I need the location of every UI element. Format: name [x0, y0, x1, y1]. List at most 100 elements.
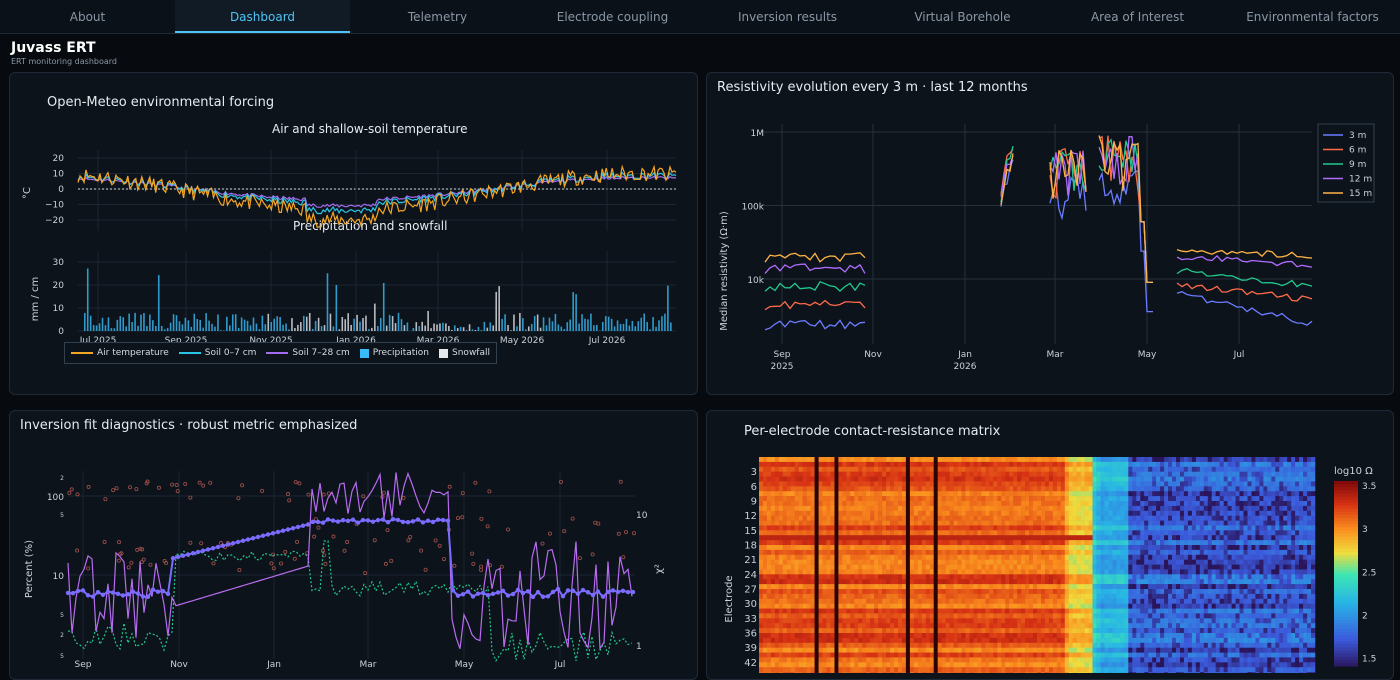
heatmap-cell	[1077, 609, 1081, 614]
tab-dashboard[interactable]: Dashboard	[175, 0, 350, 33]
heatmap-cell	[1037, 623, 1041, 628]
heatmap-cell	[1021, 618, 1025, 623]
heatmap-cell	[910, 653, 914, 658]
heatmap-cell	[1144, 486, 1148, 491]
tab-area-of-interest[interactable]: Area of Interest	[1050, 0, 1225, 33]
snowfall-bar	[540, 328, 542, 331]
heatmap-cell	[1089, 535, 1093, 540]
heatmap-cell	[771, 511, 775, 516]
heatmap-cell	[842, 609, 846, 614]
heatmap-cell	[838, 467, 842, 472]
heatmap-cell	[1013, 496, 1017, 501]
heatmap-cell	[854, 535, 858, 540]
heatmap-cell	[910, 511, 914, 516]
robust-metric-point	[466, 589, 470, 593]
heatmap-cell	[974, 623, 978, 628]
heatmap-cell	[1136, 633, 1140, 638]
heatmap-cell	[989, 496, 993, 501]
heatmap-cell	[989, 516, 993, 521]
heatmap-cell	[1029, 462, 1033, 467]
legend-soil2[interactable]: Soil 7–28 cm	[266, 348, 349, 358]
heatmap-cell	[1140, 584, 1144, 589]
heatmap-cell	[886, 643, 890, 648]
heatmap-cell	[926, 457, 930, 462]
heatmap-cell	[1033, 462, 1037, 467]
heatmap-cell	[1132, 628, 1136, 633]
heatmap-cell	[1001, 555, 1005, 560]
heatmap-cell	[1089, 486, 1093, 491]
heatmap-cell	[1017, 623, 1021, 628]
heatmap-cell	[811, 555, 815, 560]
heatmap-cell	[1029, 609, 1033, 614]
heatmap-cell	[1049, 496, 1053, 501]
robust-metric-point	[126, 592, 130, 596]
legend-precip[interactable]: Precipitation	[360, 348, 429, 358]
heatmap-cell	[1013, 589, 1017, 594]
heatmap-cell	[1128, 643, 1132, 648]
heatmap-cell	[850, 648, 854, 653]
heatmap-cell	[1113, 506, 1117, 511]
heatmap-cell	[803, 491, 807, 496]
heatmap-cell	[1057, 623, 1061, 628]
heatmap-cell	[1101, 457, 1105, 462]
tab-environmental-factors[interactable]: Environmental factors	[1225, 0, 1400, 33]
heatmap-cell	[1124, 589, 1128, 594]
heatmap-cell	[942, 525, 946, 530]
tab-telemetry[interactable]: Telemetry	[350, 0, 525, 33]
heatmap-cell	[1093, 584, 1097, 589]
heatmap-cell	[1128, 477, 1132, 482]
tab-about[interactable]: About	[0, 0, 175, 33]
heatmap-cell	[1144, 530, 1148, 535]
heatmap-cell	[898, 609, 902, 614]
tab-electrode-coupling[interactable]: Electrode coupling	[525, 0, 700, 33]
chi2-point	[541, 542, 544, 545]
legend-snow[interactable]: Snowfall	[439, 348, 490, 358]
heatmap-cell	[1101, 467, 1105, 472]
heatmap-cell	[1005, 672, 1009, 673]
heatmap-cell	[922, 565, 926, 570]
heatmap-cell	[1089, 545, 1093, 550]
heatmap-cell	[997, 594, 1001, 599]
heatmap-cell	[783, 569, 787, 574]
heatmap-cell	[1041, 672, 1045, 673]
heatmap-cell	[894, 462, 898, 467]
contact-resistance-heatmap[interactable]: 3691215182124273033363942Electrodelog10 …	[707, 411, 1394, 673]
heatmap-cell	[1029, 653, 1033, 658]
heatmap-cell	[862, 648, 866, 653]
heatmap-cell	[1025, 579, 1029, 584]
robust-metric-point	[606, 590, 610, 594]
heatmap-cell	[1116, 530, 1120, 535]
heatmap-cell	[954, 535, 958, 540]
heatmap-cell	[819, 555, 823, 560]
legend-soil1[interactable]: Soil 0–7 cm	[179, 348, 257, 358]
heatmap-cell	[1109, 457, 1113, 462]
heatmap-cell	[1037, 545, 1041, 550]
heatmap-cell	[819, 501, 823, 506]
heatmap-cell	[1128, 623, 1132, 628]
heatmap-cell	[910, 496, 914, 501]
legend-air[interactable]: Air temperature	[71, 348, 169, 358]
snowfall-bar	[439, 323, 441, 331]
heatmap-cell	[791, 594, 795, 599]
heatmap-cell	[977, 662, 981, 667]
precipitation-bar	[185, 318, 187, 331]
tab-virtual-borehole[interactable]: Virtual Borehole	[875, 0, 1050, 33]
tab-inversion-results[interactable]: Inversion results	[700, 0, 875, 33]
heatmap-cell	[878, 613, 882, 618]
heatmap-cell	[894, 555, 898, 560]
precipitation-bar	[504, 314, 506, 331]
precipitation-bar	[407, 322, 409, 331]
heatmap-cell	[862, 516, 866, 521]
heatmap-cell	[1113, 657, 1117, 662]
heatmap-cell	[886, 540, 890, 545]
air-temperature-series	[78, 167, 676, 228]
heatmap-cell	[1120, 481, 1124, 486]
heatmap-cell	[981, 569, 985, 574]
tick-label: −10	[45, 201, 64, 211]
heatmap-cell	[1057, 657, 1061, 662]
heatmap-cell	[954, 486, 958, 491]
precipitation-bar	[102, 318, 104, 331]
heatmap-cell	[993, 584, 997, 589]
